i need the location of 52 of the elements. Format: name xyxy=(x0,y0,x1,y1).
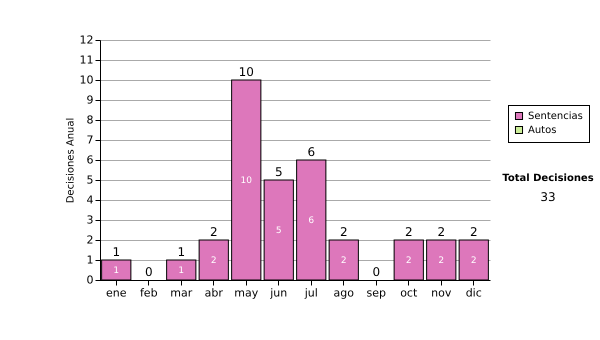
x-tick-label: sep xyxy=(366,286,386,300)
data-label: 1 xyxy=(113,266,120,276)
y-tick-label: 1 xyxy=(86,254,94,266)
y-tick-label: 10 xyxy=(80,74,94,86)
total-label: 2 xyxy=(437,225,446,239)
y-tick-label: 5 xyxy=(86,174,94,186)
data-label: 6 xyxy=(308,216,314,226)
x-tick-label: feb xyxy=(140,286,158,300)
y-tick-label: 2 xyxy=(86,234,94,246)
y-tick-label: 8 xyxy=(86,114,94,126)
text: 33 xyxy=(540,190,556,204)
y-tick-label: 11 xyxy=(80,54,94,66)
y-tick-label: 9 xyxy=(86,94,94,106)
total-label: 5 xyxy=(274,165,283,179)
x-tick-label: ago xyxy=(334,286,354,300)
legend-label: Autos xyxy=(528,125,556,136)
x-tick-label: dic xyxy=(466,286,482,300)
total-label: 10 xyxy=(238,65,254,79)
data-label: 2 xyxy=(210,256,217,266)
x-tick-label: nov xyxy=(431,286,452,300)
x-tick-label: oct xyxy=(400,286,418,300)
total-label: 0 xyxy=(144,265,153,279)
y-tick-label: 12 xyxy=(80,34,94,46)
total-label: 6 xyxy=(307,145,316,159)
total-label: 2 xyxy=(210,225,218,239)
x-tick-label: jul xyxy=(304,286,318,300)
data-label: 10 xyxy=(240,176,252,186)
y-tick-label: 7 xyxy=(86,134,94,146)
total-label: 2 xyxy=(340,225,348,239)
total-label: 2 xyxy=(404,225,413,239)
y-axis-title: Decisiones Anual xyxy=(66,118,77,204)
x-tick-label: mar xyxy=(170,286,193,300)
data-label: 2 xyxy=(470,256,477,266)
total-label: 0 xyxy=(372,265,380,279)
legend-label: Sentencias xyxy=(528,111,583,122)
y-tick-label: 3 xyxy=(86,214,94,226)
x-tick-label: jun xyxy=(269,286,288,300)
total-label: 1 xyxy=(112,245,120,259)
y-tick-label: 6 xyxy=(86,154,94,166)
data-label: 5 xyxy=(276,226,282,236)
data-label: 2 xyxy=(340,256,347,266)
data-label: 2 xyxy=(406,256,412,266)
y-tick-label: 0 xyxy=(86,274,94,286)
total-label: 1 xyxy=(177,245,186,259)
data-label: 1 xyxy=(178,266,184,276)
y-tick-label: 4 xyxy=(86,194,94,206)
total-label: 2 xyxy=(470,225,478,239)
x-tick-label: may xyxy=(234,286,259,300)
x-tick-label: ene xyxy=(106,286,127,300)
text: Total Decisiones xyxy=(502,173,594,184)
data-label: 2 xyxy=(438,256,444,266)
x-tick-label: abr xyxy=(204,286,224,300)
